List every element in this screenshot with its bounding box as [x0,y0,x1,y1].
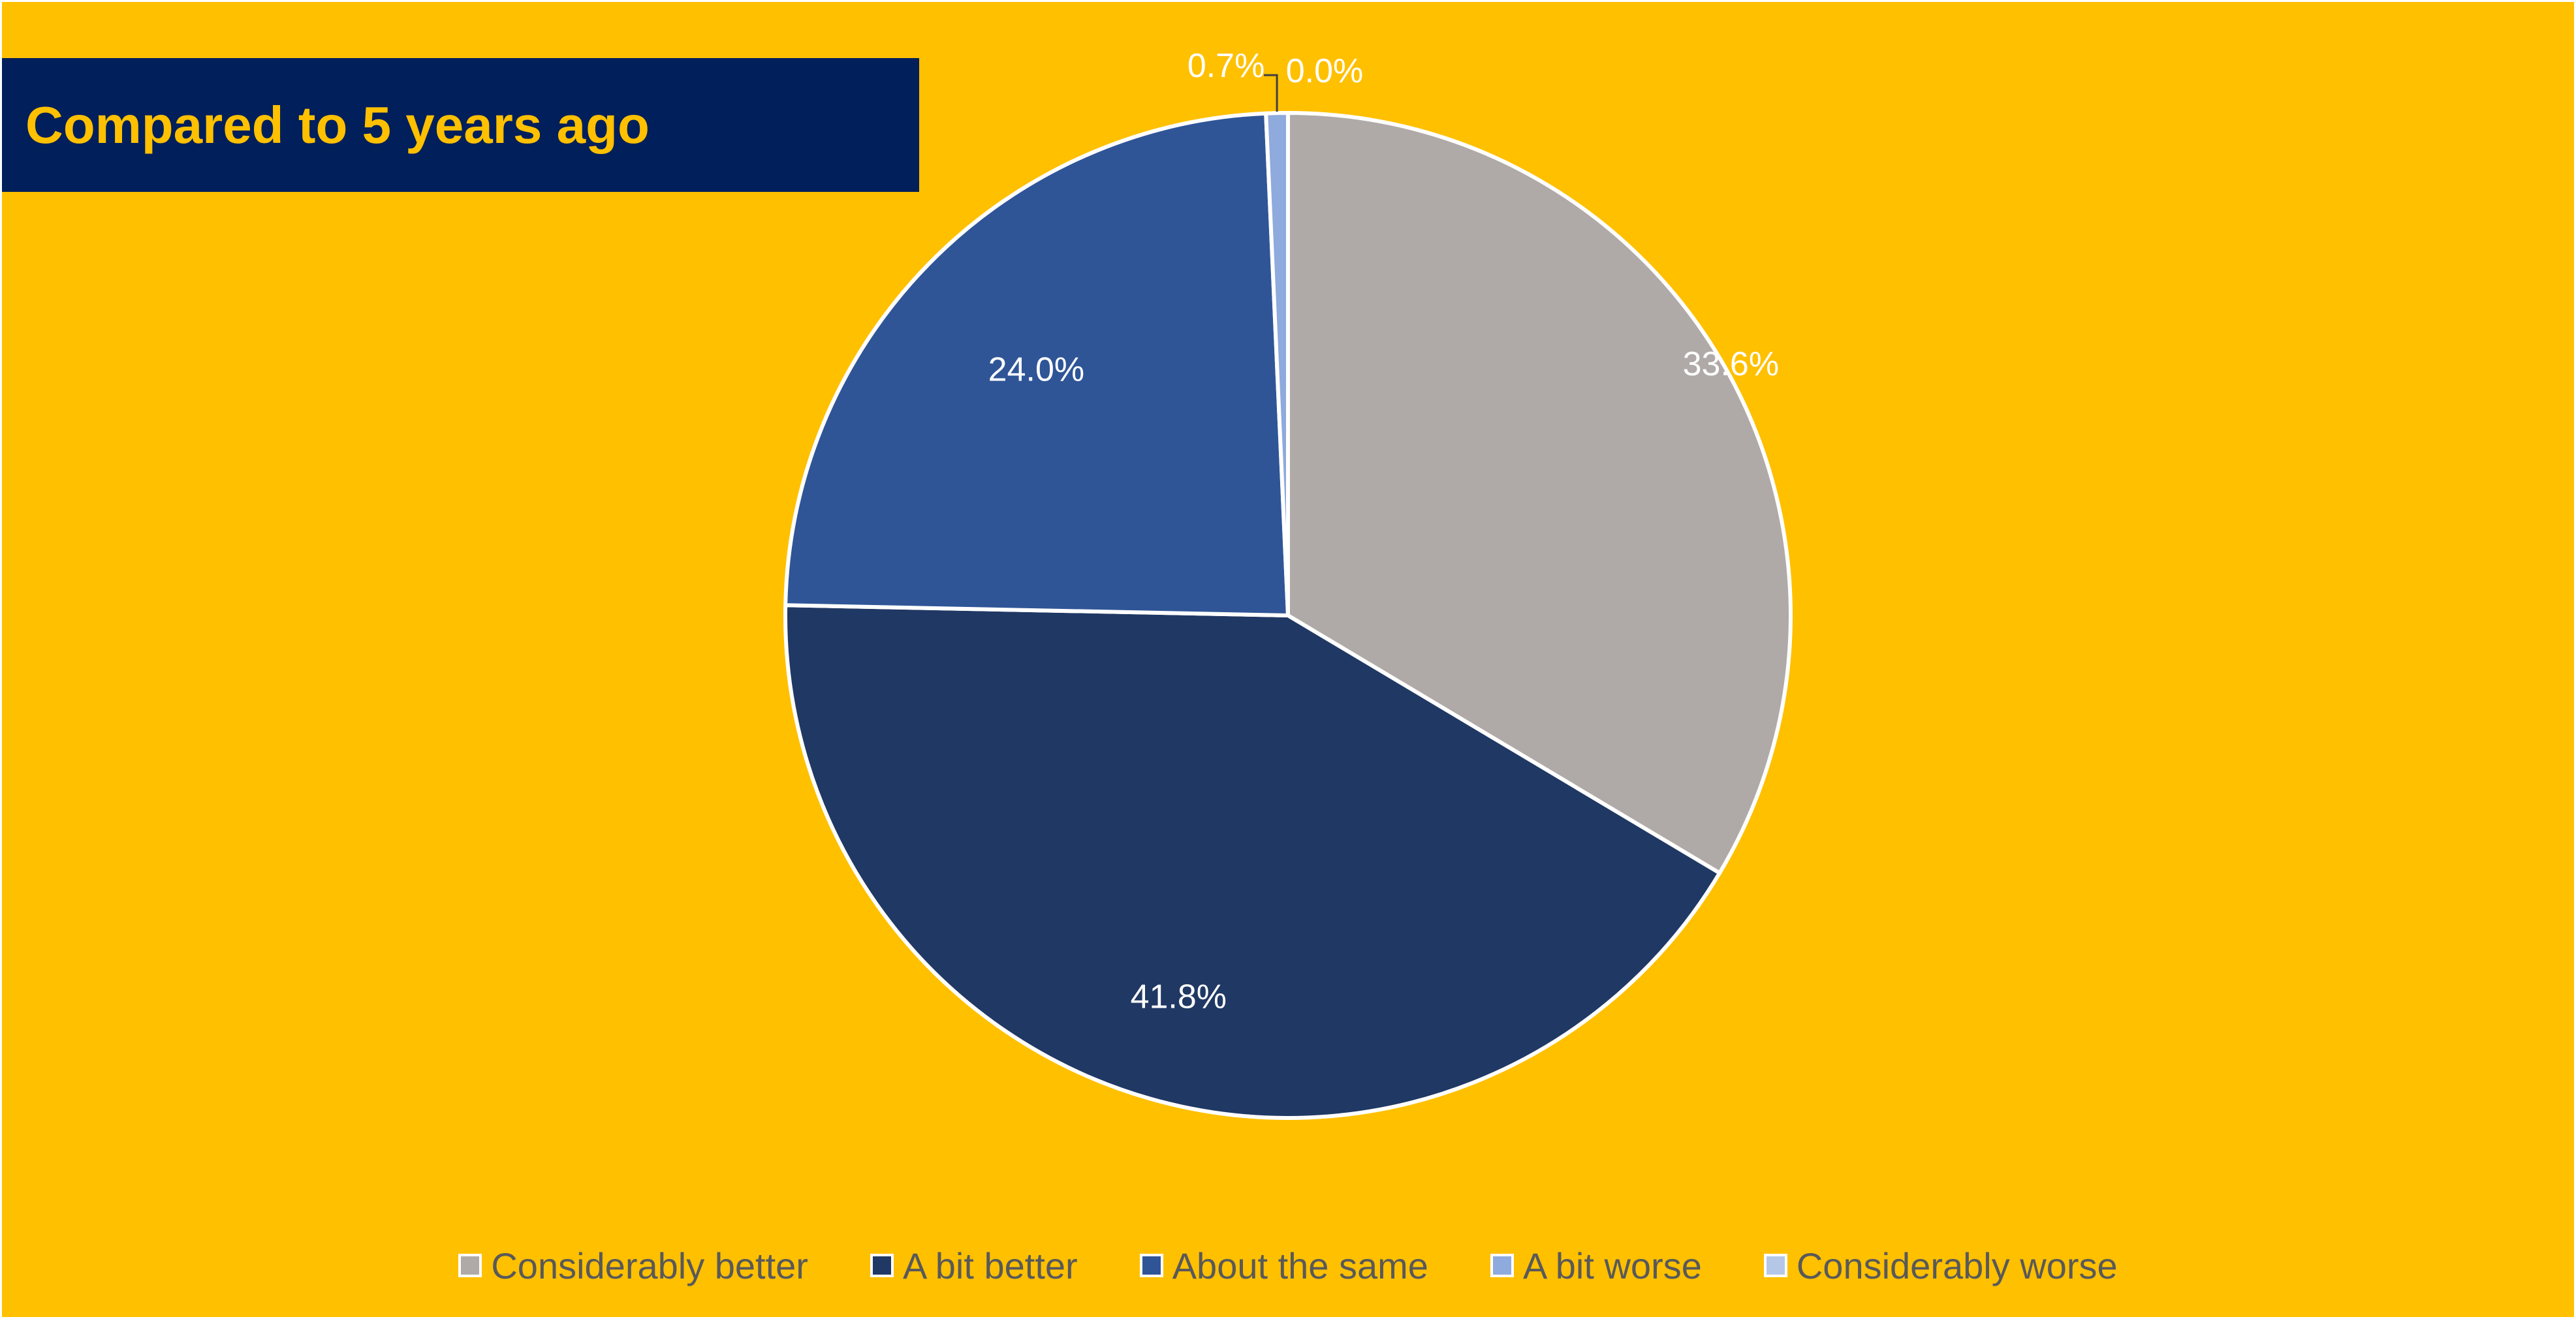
pie-slice-a-bit-worse [1264,111,1290,617]
legend: Considerably better A bit better About the… [2,1239,2574,1292]
legend-swatch [458,1254,482,1277]
leader-lines [1264,74,1278,112]
leader-line [1264,74,1278,112]
chart-title: Compared to 5 years ago [25,96,650,154]
data-label: 0.7% [1187,47,1265,85]
legend-item: Considerably worse [1763,1245,2118,1287]
pie-slice-a-bit-better [783,603,1722,1120]
title-box: Compared to 5 years ago [2,58,919,192]
pie-slice-considerably-better [1286,111,1793,875]
legend-label: About the same [1172,1245,1428,1286]
data-label: 0.0% [1286,52,1364,90]
legend-item: A bit better [870,1245,1078,1287]
legend-swatch [1490,1254,1514,1277]
legend-item: A bit worse [1490,1245,1702,1287]
legend-swatch [1139,1254,1163,1277]
legend-label: A bit better [902,1245,1078,1286]
pie-slices [783,111,1793,1120]
legend-label: Considerably better [491,1245,808,1286]
data-label: 33.6% [1683,345,1779,383]
legend-swatch [870,1254,894,1277]
legend-swatch [1763,1254,1787,1277]
data-labels: 33.6% 41.8% 24.0% 0.7% 0.0% [988,47,1779,1016]
data-label: 24.0% [988,350,1084,388]
data-label: 41.8% [1131,978,1227,1016]
legend-item: About the same [1139,1245,1428,1287]
legend-label: A bit worse [1522,1245,1702,1286]
pie-slice-about-the-same [783,111,1290,617]
legend-label: Considerably worse [1796,1245,2118,1286]
legend-item: Considerably better [458,1245,808,1287]
